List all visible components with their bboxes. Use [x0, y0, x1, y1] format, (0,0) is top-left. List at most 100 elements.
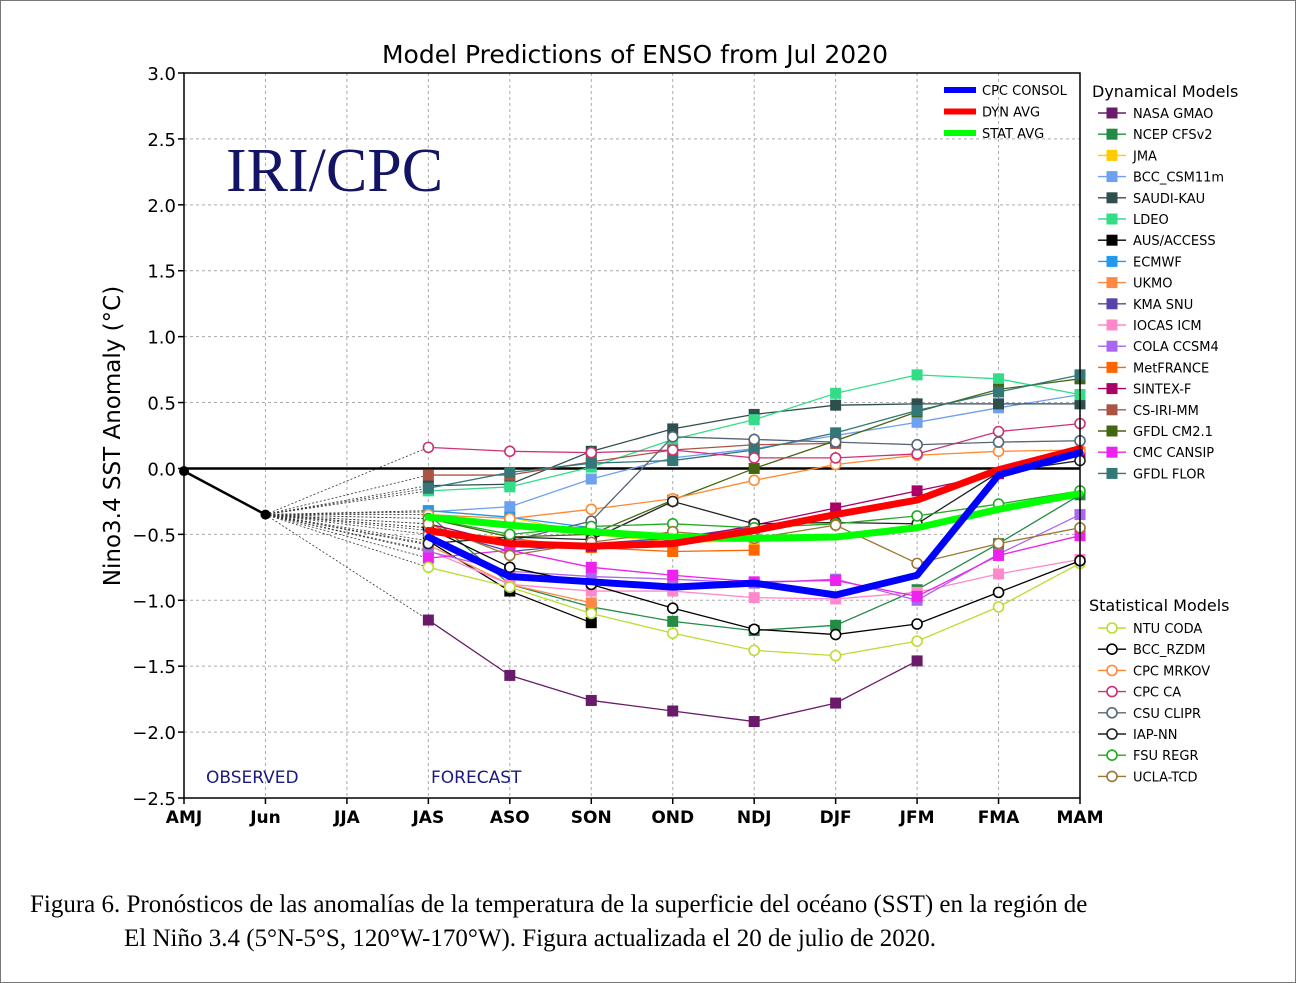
model-series	[422, 369, 1086, 728]
enso-chart: Model Predictions of ENSO from Jul 2020 …	[100, 40, 1238, 828]
legend-marker	[1106, 149, 1118, 161]
y-tick-label: −2.5	[132, 789, 176, 810]
data-point	[911, 404, 923, 416]
watermark-label: IRI/CPC	[226, 137, 443, 205]
legend-label-ecmwf: ECMWF	[1133, 255, 1182, 270]
x-tick-label: Jun	[249, 808, 281, 828]
data-point	[667, 455, 679, 467]
x-tick-label: DJF	[820, 808, 852, 828]
x-tick-label: NDJ	[737, 808, 772, 828]
data-point	[585, 597, 597, 609]
legend-marker	[1106, 664, 1118, 677]
data-point	[911, 655, 923, 667]
data-point	[748, 452, 760, 464]
series-line	[424, 490, 1084, 542]
data-point	[504, 549, 516, 562]
x-tick-label: FMA	[978, 808, 1021, 828]
data-point	[667, 569, 679, 581]
data-point	[911, 485, 923, 497]
data-point	[504, 581, 516, 593]
observed-label: OBSERVED	[206, 768, 299, 788]
x-tick-label: OND	[651, 808, 694, 828]
data-point	[748, 544, 760, 556]
data-point	[667, 546, 679, 557]
data-point	[748, 474, 760, 487]
data-point	[748, 716, 760, 728]
data-point	[911, 557, 923, 570]
fan-line	[265, 514, 429, 552]
data-point	[992, 601, 1005, 613]
data-point	[992, 537, 1005, 550]
data-point	[666, 431, 679, 443]
x-tick-label: ASO	[490, 808, 530, 828]
legend-label-stat-avg: STAT AVG	[982, 127, 1044, 142]
data-point	[911, 618, 923, 630]
data-point	[748, 644, 760, 657]
plot-area	[183, 72, 1081, 799]
legend-label-bcc-rzdm: BCC_RZDM	[1133, 643, 1206, 658]
legend-label-gfdl-flor: GFDL FLOR	[1133, 467, 1205, 482]
legend-marker	[1106, 749, 1118, 762]
legend-label-fsu-regr: FSU REGR	[1133, 749, 1199, 764]
data-point	[585, 473, 597, 485]
fan-line	[265, 514, 429, 531]
legend-label-ukmo: UKMO	[1133, 277, 1173, 292]
figure-caption: Figura 6. Pronósticos de las anomalías d…	[0, 888, 1296, 956]
x-tick-label: SON	[571, 808, 612, 828]
series-cpc-consol	[424, 449, 1084, 599]
legend-marker	[1106, 685, 1118, 698]
data-point	[830, 387, 842, 399]
data-point	[585, 503, 598, 516]
data-point	[585, 457, 597, 469]
y-tick-label: −1.0	[132, 591, 176, 612]
data-point	[748, 623, 760, 636]
legend-label-ldeo: LDEO	[1133, 213, 1169, 228]
data-point	[993, 386, 1005, 398]
observed-series	[179, 466, 271, 520]
fan-line	[265, 514, 429, 544]
y-tick-label: 2.0	[147, 196, 176, 217]
caption-line-1: Figura 6. Pronósticos de las anomalías d…	[30, 891, 1088, 918]
series-cpc-ca	[422, 417, 1086, 464]
legend-marker	[1106, 383, 1118, 395]
legend-label-kma-snu: KMA SNU	[1133, 298, 1193, 313]
data-point	[585, 694, 597, 706]
legend-label-csu-clipr: CSU CLIPR	[1133, 707, 1201, 722]
legend-label-iocas-icm: IOCAS ICM	[1133, 319, 1202, 334]
legend-marker	[1106, 192, 1118, 204]
data-point	[585, 446, 598, 459]
legend-marker	[1106, 340, 1118, 352]
legend-marker	[1106, 319, 1118, 331]
fan-line	[265, 511, 429, 515]
data-point	[829, 519, 842, 531]
data-point	[585, 607, 598, 620]
data-point	[993, 568, 1005, 580]
legend-marker	[1106, 622, 1118, 634]
x-tick-label: AMJ	[166, 808, 202, 828]
data-point	[993, 549, 1005, 561]
fan-line	[265, 485, 429, 515]
series-stat-avg	[424, 490, 1084, 542]
legend-marker	[1106, 425, 1118, 437]
fan-line	[265, 514, 429, 621]
legend-marker	[1106, 728, 1118, 740]
y-tick-label: 1.5	[147, 262, 176, 283]
legend-marker	[1106, 361, 1118, 373]
data-point	[504, 481, 516, 493]
x-tick-label: MAM	[1057, 808, 1104, 828]
data-point	[422, 469, 434, 481]
legend-marker	[1106, 404, 1118, 416]
series-gfdl-flor	[422, 369, 1086, 494]
legend-label-cpc-ca: CPC CA	[1133, 686, 1181, 701]
y-axis-label: Nino3.4 SST Anomaly (°C)	[100, 286, 126, 586]
legend-label-ntu-coda: NTU CODA	[1133, 622, 1202, 637]
data-point	[504, 445, 516, 458]
legend-label-gfdl-cm2-1: GFDL CM2.1	[1133, 425, 1213, 440]
data-point	[504, 669, 516, 681]
legend-label-cpc-consol: CPC CONSOL	[982, 84, 1068, 99]
data-point	[830, 697, 842, 709]
fan-line	[265, 487, 429, 515]
data-point	[829, 649, 842, 662]
data-point	[829, 436, 842, 448]
forecast-fan-lines	[265, 446, 429, 621]
